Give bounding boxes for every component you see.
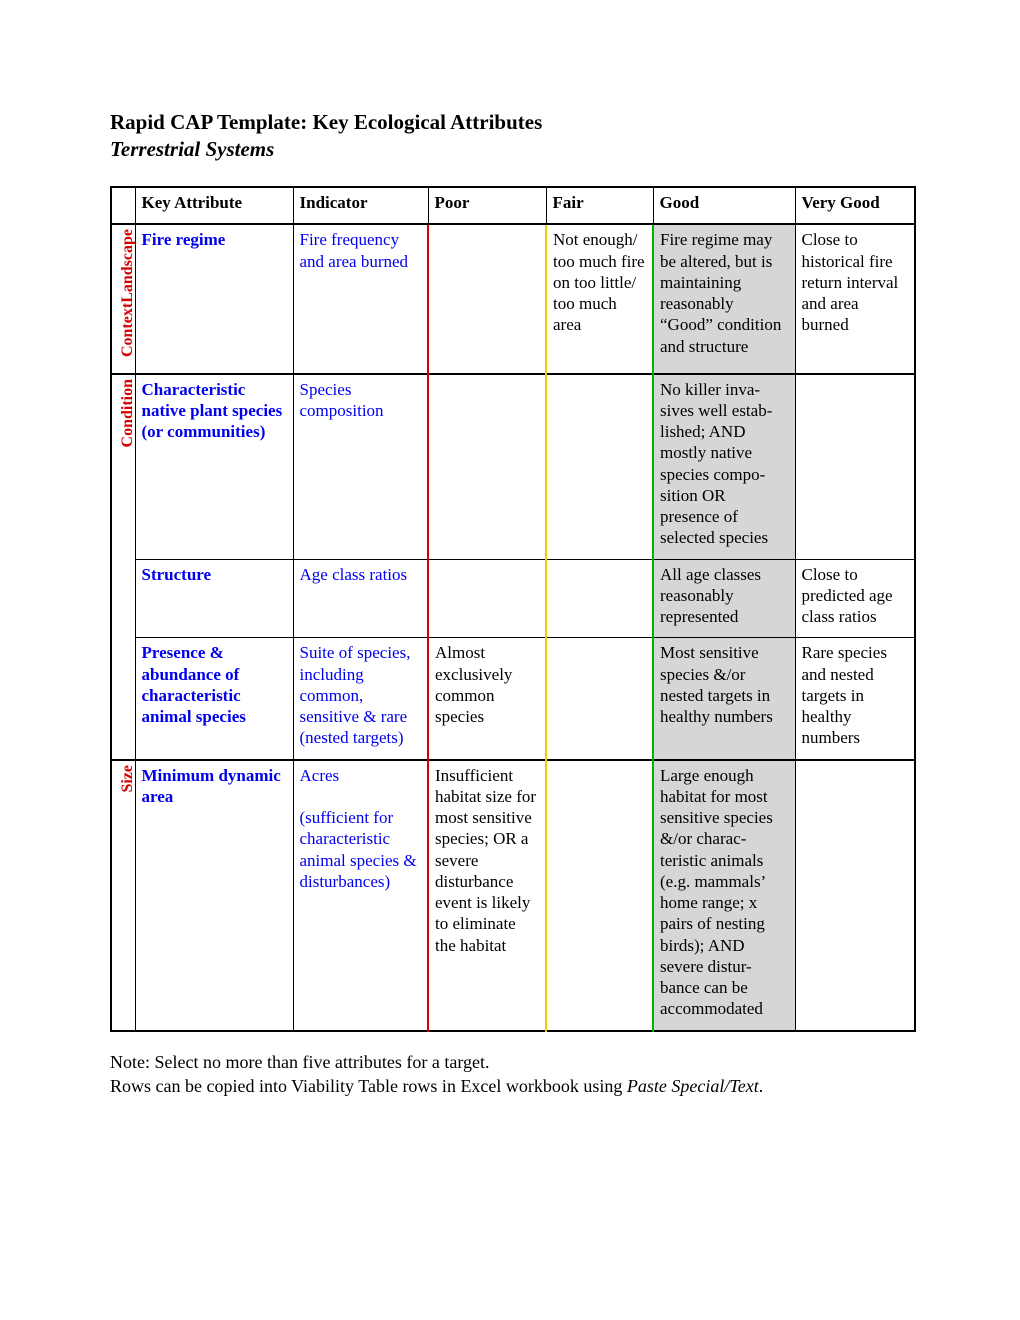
- fair-animal-species: [546, 638, 653, 760]
- cat-condition-label: Condition: [118, 379, 138, 447]
- good-native-plant: No killer inva-sives well estab-lished; …: [653, 374, 795, 560]
- fair-min-dynamic-area: [546, 760, 653, 1031]
- notes: Note: Select no more than five attribute…: [110, 1050, 910, 1099]
- row-native-plant: Condition Characteristic native plant sp…: [111, 374, 915, 560]
- ind-native-plant: Species composition: [293, 374, 428, 560]
- col-good: Good: [653, 187, 795, 224]
- ind-fire-regime: Fire frequency and area burned: [293, 224, 428, 373]
- col-fair: Fair: [546, 187, 653, 224]
- attr-fire-regime: Fire regime: [135, 224, 293, 373]
- attributes-table: Key Attribute Indicator Poor Fair Good V…: [110, 186, 916, 1032]
- attr-native-plant-text: Characteristic native plant species (or …: [142, 380, 283, 442]
- ind-animal-species-text: Suite of species, including common, sens…: [300, 643, 411, 747]
- ind-native-plant-text: Species composition: [300, 380, 384, 420]
- note-paste-special: Paste Special/Text: [627, 1076, 759, 1096]
- poor-native-plant: [428, 374, 546, 560]
- attr-native-plant: Characteristic native plant species (or …: [135, 374, 293, 560]
- col-very-good: Very Good: [795, 187, 915, 224]
- col-indicator: Indicator: [293, 187, 428, 224]
- ind-min-dynamic-area-l2: (sufficient for characteristic animal sp…: [300, 808, 417, 891]
- page: Rapid CAP Template: Key Ecological Attri…: [0, 0, 1020, 1098]
- cat-size-label: Size: [118, 765, 138, 793]
- ind-animal-species: Suite of species, including common, sens…: [293, 638, 428, 760]
- fair-structure: [546, 559, 653, 638]
- col-poor: Poor: [428, 187, 546, 224]
- note-line-1: Note: Select no more than five attribute…: [110, 1050, 910, 1074]
- attr-structure-text: Structure: [142, 565, 212, 584]
- good-fire-regime: Fire regime may be altered, but is maint…: [653, 224, 795, 373]
- vg-structure: Close to predicted age class ratios: [795, 559, 915, 638]
- note-line-2: Rows can be copied into Viability Table …: [110, 1074, 910, 1098]
- row-animal-species: Presence & abundance of characteristic a…: [111, 638, 915, 760]
- vg-fire-regime: Close to historical fire return interval…: [795, 224, 915, 373]
- vg-native-plant: [795, 374, 915, 560]
- row-min-dynamic-area: Size Minimum dynamic area Acres (suffici…: [111, 760, 915, 1031]
- ind-fire-regime-text: Fire frequency and area burned: [300, 230, 409, 270]
- attr-animal-species-text: Presence & abundance of characteristic a…: [142, 643, 246, 726]
- attr-animal-species: Presence & abundance of characteristic a…: [135, 638, 293, 760]
- poor-fire-regime: [428, 224, 546, 373]
- poor-min-dynamic-area: Insufficient habitat size for most sensi…: [428, 760, 546, 1031]
- attr-structure: Structure: [135, 559, 293, 638]
- ind-structure: Age class ratios: [293, 559, 428, 638]
- col-category-blank: [111, 187, 135, 224]
- cat-context-landscape-label: ContextLandscape: [118, 229, 138, 357]
- ind-min-dynamic-area-l1: Acres: [300, 766, 340, 785]
- cat-condition: Condition: [111, 374, 135, 760]
- cat-size: Size: [111, 760, 135, 1031]
- good-min-dynamic-area: Large enough habitat for most sensitive …: [653, 760, 795, 1031]
- fair-fire-regime: Not enough/ too much fire on too little/…: [546, 224, 653, 373]
- note-line-2c: .: [759, 1076, 764, 1096]
- vg-animal-species: Rare species and nested targets in healt…: [795, 638, 915, 760]
- good-structure: All age classes reasonably represented: [653, 559, 795, 638]
- ind-structure-text: Age class ratios: [300, 565, 408, 584]
- row-fire-regime: ContextLandscape Fire regime Fire freque…: [111, 224, 915, 373]
- poor-structure: [428, 559, 546, 638]
- fair-native-plant: [546, 374, 653, 560]
- attr-min-dynamic-area-text: Minimum dynamic area: [142, 766, 281, 806]
- good-animal-species: Most sensitive species &/or nested targe…: [653, 638, 795, 760]
- page-subtitle: Terrestrial Systems: [110, 137, 910, 162]
- attr-min-dynamic-area: Minimum dynamic area: [135, 760, 293, 1031]
- row-structure: Structure Age class ratios All age class…: [111, 559, 915, 638]
- vg-min-dynamic-area: [795, 760, 915, 1031]
- ind-min-dynamic-area: Acres (sufficient for characteristic ani…: [293, 760, 428, 1031]
- note-line-2a: Rows can be copied into Viability Table …: [110, 1076, 627, 1096]
- table-header-row: Key Attribute Indicator Poor Fair Good V…: [111, 187, 915, 224]
- col-key-attribute: Key Attribute: [135, 187, 293, 224]
- cat-context-landscape: ContextLandscape: [111, 224, 135, 373]
- poor-animal-species: Almost exclusively common species: [428, 638, 546, 760]
- attr-fire-regime-text: Fire regime: [142, 230, 226, 249]
- page-title: Rapid CAP Template: Key Ecological Attri…: [110, 110, 910, 135]
